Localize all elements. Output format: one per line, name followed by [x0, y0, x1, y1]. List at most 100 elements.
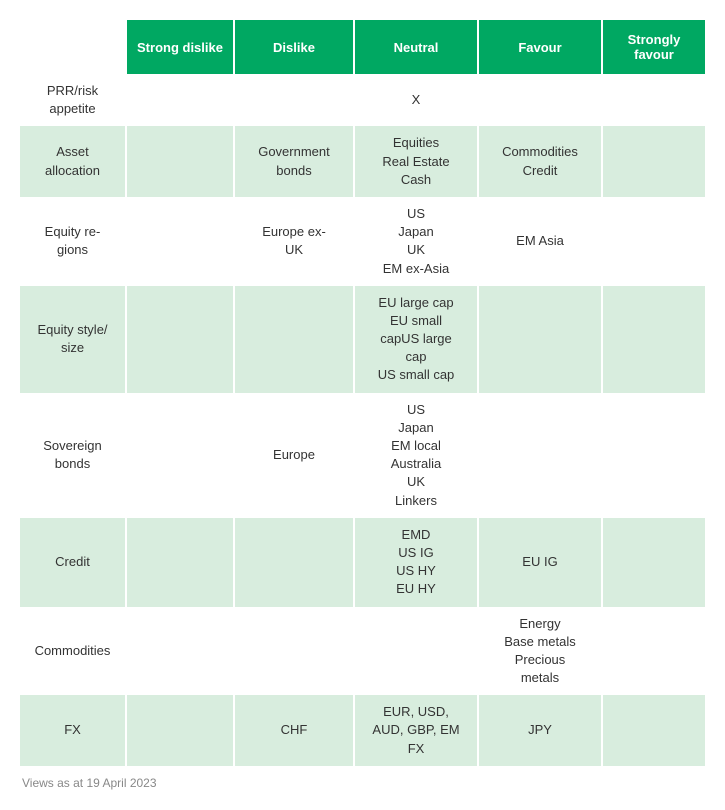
table-body: PRR/riskappetite X Assetallocation Governme…: [20, 74, 705, 766]
cell-line: Equities: [361, 134, 471, 152]
table-row: CreditEMDUS IGUS HYEU HYEU IG: [20, 518, 705, 607]
cell: CommoditiesCredit: [478, 126, 602, 197]
cell-line: US: [361, 401, 471, 419]
table-header-row: Strong dislike Dislike Neutral Favour St…: [20, 20, 705, 74]
cell-line: size: [26, 339, 119, 357]
cell-line: US small cap: [361, 366, 471, 384]
cell-line: Linkers: [361, 492, 471, 510]
cell: [126, 607, 234, 696]
allocation-table: Strong dislike Dislike Neutral Favour St…: [20, 20, 705, 766]
cell-line: Japan: [361, 223, 471, 241]
row-label: Equity re-gions: [20, 197, 126, 286]
col-header-neutral: Neutral: [354, 20, 478, 74]
cell-line: EUR, USD,: [361, 703, 471, 721]
col-header-dislike: Dislike: [234, 20, 354, 74]
cell: [602, 695, 705, 766]
cell-line: CHF: [241, 721, 347, 739]
cell: [126, 286, 234, 393]
table-row: PRR/riskappetite X: [20, 74, 705, 126]
row-label: Commodities: [20, 607, 126, 696]
cell-line: Energy: [485, 615, 595, 633]
cell: [234, 74, 354, 126]
col-header-favour: Favour: [478, 20, 602, 74]
cell: [478, 393, 602, 518]
cell-line: bonds: [26, 455, 119, 473]
cell-line: Sovereign: [26, 437, 119, 455]
cell-line: Base metals: [485, 633, 595, 651]
row-label: Sovereignbonds: [20, 393, 126, 518]
cell-line: Precious: [485, 651, 595, 669]
cell-line: Commodities: [26, 642, 119, 660]
cell: [602, 607, 705, 696]
cell-line: Government: [241, 143, 347, 161]
cell-line: EM Asia: [485, 232, 595, 250]
cell: [126, 74, 234, 126]
cell-line: cap: [361, 348, 471, 366]
table-row: Commodities EnergyBase metalsPreciousmeta…: [20, 607, 705, 696]
cell: X: [354, 74, 478, 126]
col-header-strong-dislike: Strong dislike: [126, 20, 234, 74]
cell: [478, 74, 602, 126]
cell: EUR, USD,AUD, GBP, EMFX: [354, 695, 478, 766]
cell-line: US IG: [361, 544, 471, 562]
cell: USJapanEM localAustraliaUKLinkers: [354, 393, 478, 518]
table-row: Sovereignbonds Europe USJapanEM localAustr…: [20, 393, 705, 518]
cell: [478, 286, 602, 393]
cell-line: JPY: [485, 721, 595, 739]
row-label: FX: [20, 695, 126, 766]
cell: [602, 74, 705, 126]
cell: [354, 607, 478, 696]
cell: JPY: [478, 695, 602, 766]
cell-line: Credit: [485, 162, 595, 180]
cell-line: EM ex-Asia: [361, 260, 471, 278]
cell-line: FX: [26, 721, 119, 739]
col-header-strongly-favour: Strongly favour: [602, 20, 705, 74]
cell: EM Asia: [478, 197, 602, 286]
cell-line: allocation: [26, 162, 119, 180]
cell: [126, 393, 234, 518]
col-header-blank: [20, 20, 126, 74]
footnote-text: Views as at 19 April 2023: [20, 776, 705, 790]
cell-line: Commodities: [485, 143, 595, 161]
cell-line: Equity re-: [26, 223, 119, 241]
cell-line: gions: [26, 241, 119, 259]
cell-line: Europe: [241, 446, 347, 464]
row-label: Credit: [20, 518, 126, 607]
cell-line: Credit: [26, 553, 119, 571]
cell: [126, 126, 234, 197]
cell-line: Asset: [26, 143, 119, 161]
cell: [602, 126, 705, 197]
cell-line: Australia: [361, 455, 471, 473]
table-row: Equity re-gionsEurope ex-UKUSJapanUKEM e…: [20, 197, 705, 286]
cell: CHF: [234, 695, 354, 766]
cell: EnergyBase metalsPreciousmetals: [478, 607, 602, 696]
table-row: Equity style/sizeEU large capEU smallcap…: [20, 286, 705, 393]
cell: [234, 286, 354, 393]
cell-line: EU small: [361, 312, 471, 330]
cell: [602, 197, 705, 286]
cell-line: metals: [485, 669, 595, 687]
cell: EMDUS IGUS HYEU HY: [354, 518, 478, 607]
cell: Europe: [234, 393, 354, 518]
cell: USJapanUKEM ex-Asia: [354, 197, 478, 286]
cell-line: UK: [361, 241, 471, 259]
row-label: PRR/riskappetite: [20, 74, 126, 126]
cell-line: EM local: [361, 437, 471, 455]
cell-line: Real Estate: [361, 153, 471, 171]
cell-line: capUS large: [361, 330, 471, 348]
cell-line: appetite: [26, 100, 119, 118]
cell: [234, 607, 354, 696]
cell: Europe ex-UK: [234, 197, 354, 286]
cell: EU large capEU smallcapUS largecapUS sma…: [354, 286, 478, 393]
cell: Governmentbonds: [234, 126, 354, 197]
cell-line: UK: [241, 241, 347, 259]
cell-line: PRR/risk: [26, 82, 119, 100]
cell: [126, 518, 234, 607]
cell: [602, 518, 705, 607]
table-row: Assetallocation Governmentbonds EquitiesRe…: [20, 126, 705, 197]
cell-line: EU large cap: [361, 294, 471, 312]
cell: [234, 518, 354, 607]
cell-line: EMD: [361, 526, 471, 544]
cell-line: AUD, GBP, EM: [361, 721, 471, 739]
cell-line: US: [361, 205, 471, 223]
